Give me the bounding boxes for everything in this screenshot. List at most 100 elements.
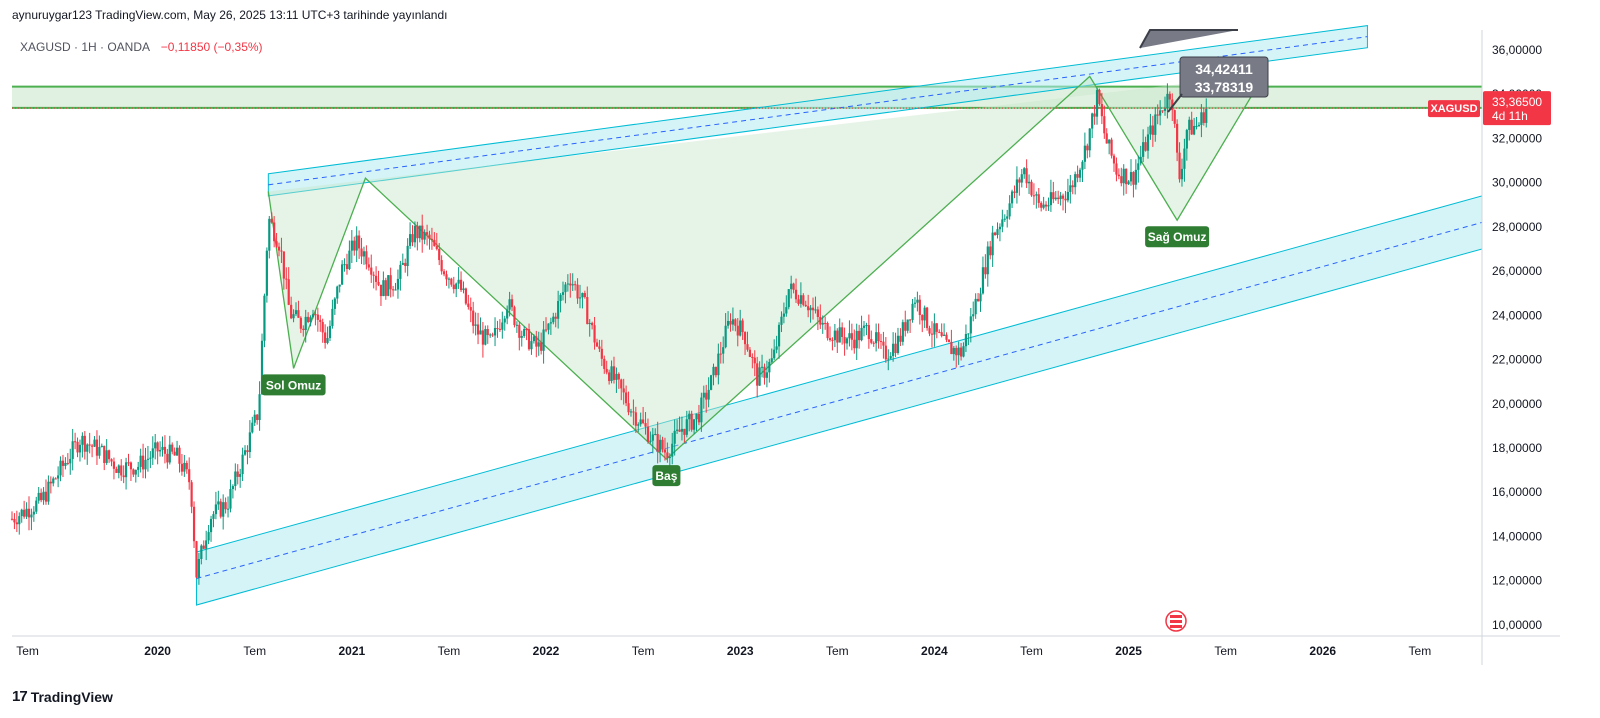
- us-flag-stripe: [1170, 615, 1182, 618]
- candle-down: [904, 322, 907, 331]
- candle-down: [678, 429, 681, 432]
- candle-down: [430, 238, 434, 240]
- candle-up: [217, 501, 220, 505]
- candle-down: [879, 341, 883, 343]
- candle-up: [1066, 191, 1069, 201]
- y-tick-label: 30,00000: [1492, 176, 1542, 190]
- candle-up: [787, 289, 790, 308]
- resistance-zone: [12, 86, 1482, 108]
- candle-up: [168, 444, 171, 463]
- candle-down: [836, 330, 839, 343]
- upper-channel-band: [267, 25, 1368, 197]
- candle-down: [1040, 202, 1043, 208]
- candle-up: [675, 429, 679, 431]
- candle-down: [804, 304, 807, 307]
- candle-up: [549, 322, 552, 324]
- candle-up: [457, 279, 460, 284]
- candle-up: [1197, 124, 1201, 126]
- candle-down: [583, 293, 586, 298]
- candle-down: [632, 411, 635, 413]
- candle-down: [746, 344, 749, 350]
- candle-up: [1188, 119, 1191, 130]
- candle-down: [807, 306, 810, 311]
- candle-up: [508, 299, 511, 310]
- channel-layer: [195, 25, 1483, 606]
- candle-up: [124, 462, 128, 478]
- candle-down: [736, 325, 739, 336]
- candle-up: [578, 297, 582, 299]
- candle-down: [1176, 123, 1179, 153]
- candle-up: [355, 235, 358, 251]
- candle-down: [120, 465, 123, 476]
- candle-down: [938, 331, 941, 333]
- candle-down: [307, 316, 310, 323]
- candle-down: [989, 246, 992, 256]
- candle-up: [268, 218, 271, 251]
- candle-up: [969, 316, 972, 334]
- candle-up: [809, 307, 812, 311]
- y-tick-label: 20,00000: [1492, 397, 1542, 411]
- x-tick-label: Tem: [826, 644, 849, 658]
- candle-down: [450, 278, 453, 285]
- candle-up: [865, 325, 868, 327]
- candle-down: [440, 260, 443, 272]
- candle-up: [515, 324, 518, 326]
- head-label-bg: [652, 465, 681, 487]
- candle-up: [972, 314, 975, 317]
- callout-pointer-bottom: [1167, 93, 1183, 113]
- candle-down: [811, 307, 815, 311]
- candle-up: [175, 447, 179, 456]
- candle-up: [649, 440, 652, 442]
- candle-down: [236, 471, 239, 477]
- candle-up: [952, 347, 955, 355]
- candle-down: [472, 310, 475, 326]
- candle-up: [1142, 142, 1145, 157]
- candle-down: [467, 303, 470, 308]
- candle-up: [1003, 218, 1006, 220]
- candle-down: [620, 379, 623, 389]
- candle-up: [134, 469, 137, 475]
- candle-up: [712, 366, 715, 376]
- candle-down: [850, 333, 853, 340]
- candle-up: [413, 225, 417, 243]
- candle-up: [561, 292, 565, 295]
- candle-down: [697, 413, 701, 423]
- candle-up: [1183, 148, 1186, 169]
- candle-up: [304, 316, 307, 331]
- candle-up: [709, 375, 713, 390]
- candle-down: [316, 314, 319, 320]
- candle-up: [292, 314, 295, 319]
- candle-down: [882, 341, 885, 346]
- candle-down: [884, 345, 887, 360]
- candle-up: [493, 327, 497, 336]
- candle-down: [858, 330, 861, 341]
- candle-up: [758, 367, 761, 386]
- candle-down: [302, 328, 305, 331]
- candle-up: [161, 446, 164, 450]
- symbol-info[interactable]: XAGUSD · 1H · OANDA −0,11850 (−0,35%): [20, 40, 263, 54]
- candle-down: [372, 274, 375, 276]
- candle-up: [768, 361, 771, 373]
- candle-up: [1154, 114, 1157, 135]
- y-tick-label: 12,00000: [1492, 574, 1542, 588]
- candle-down: [319, 319, 322, 322]
- candle-up: [887, 358, 890, 360]
- candle-down: [714, 366, 718, 376]
- candle-down: [824, 322, 827, 324]
- candle-down: [416, 225, 419, 239]
- candle-up: [350, 240, 353, 251]
- candle-up: [838, 327, 841, 343]
- candle-down: [877, 332, 880, 342]
- candle-down: [627, 403, 630, 413]
- candle-up: [197, 558, 201, 578]
- candle-up: [348, 250, 351, 270]
- tradingview-logo[interactable]: 17 TradingView: [12, 688, 113, 705]
- candle-up: [629, 411, 633, 413]
- upper-channel-midline: [268, 36, 1368, 186]
- candle-down: [428, 234, 431, 239]
- candle-down: [1032, 195, 1036, 197]
- candle-up: [243, 450, 247, 455]
- candle-down: [195, 541, 198, 578]
- candle-down: [603, 358, 606, 369]
